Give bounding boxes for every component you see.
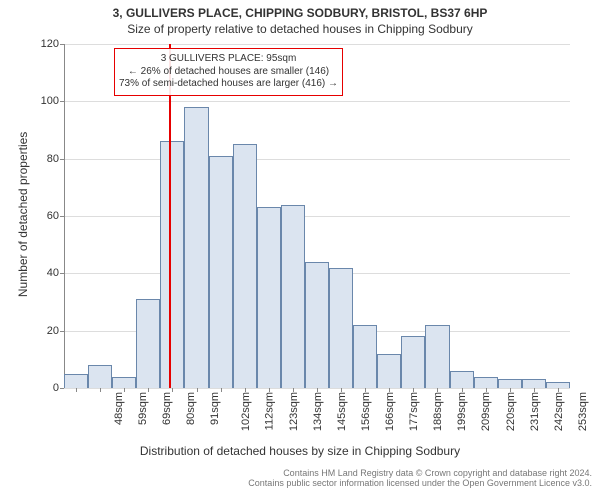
- x-tick-label: 156sqm: [360, 392, 372, 431]
- y-tick-label: 40: [47, 267, 64, 279]
- histogram-bar: [209, 156, 233, 388]
- annotation-line: ← 26% of detached houses are smaller (14…: [119, 66, 338, 79]
- x-tick-mark: [245, 388, 246, 392]
- x-tick-label: 145sqm: [336, 392, 348, 431]
- x-tick-mark: [197, 388, 198, 392]
- x-tick-label: 220sqm: [505, 392, 517, 431]
- histogram-bar: [522, 379, 546, 388]
- histogram-bar: [401, 336, 425, 388]
- x-tick-label: 177sqm: [408, 392, 420, 431]
- histogram-bar: [160, 141, 184, 388]
- x-tick-label: 253sqm: [577, 392, 589, 431]
- histogram-bar: [88, 365, 112, 388]
- y-tick-label: 80: [47, 153, 64, 165]
- x-tick-mark: [413, 388, 414, 392]
- x-tick-mark: [317, 388, 318, 392]
- x-tick-mark: [100, 388, 101, 392]
- y-axis-label: Number of detached properties: [16, 120, 30, 309]
- annotation-line: 73% of semi-detached houses are larger (…: [119, 78, 338, 91]
- histogram-bar: [281, 205, 305, 388]
- histogram-bar: [257, 207, 281, 388]
- x-tick-mark: [486, 388, 487, 392]
- x-tick-label: 59sqm: [137, 392, 149, 425]
- y-tick-label: 0: [53, 382, 64, 394]
- annotation-box: 3 GULLIVERS PLACE: 95sqm← 26% of detache…: [114, 48, 343, 96]
- x-tick-label: 48sqm: [113, 392, 125, 425]
- annotation-line: 3 GULLIVERS PLACE: 95sqm: [119, 53, 338, 66]
- y-tick-label: 60: [47, 210, 64, 222]
- x-tick-mark: [172, 388, 173, 392]
- x-tick-label: 102sqm: [240, 392, 252, 431]
- x-tick-label: 123sqm: [288, 392, 300, 431]
- histogram-bar: [184, 107, 208, 388]
- x-tick-label: 188sqm: [432, 392, 444, 431]
- property-marker-line: [169, 44, 171, 388]
- x-tick-mark: [293, 388, 294, 392]
- histogram-bar: [498, 379, 522, 388]
- attribution-footer: Contains HM Land Registry data © Crown c…: [248, 468, 592, 488]
- x-tick-mark: [148, 388, 149, 392]
- x-tick-label: 134sqm: [312, 392, 324, 431]
- histogram-bar: [136, 299, 160, 388]
- gridline: [64, 44, 570, 45]
- plot-area: 02040608010012048sqm59sqm69sqm80sqm91sqm…: [64, 44, 570, 388]
- histogram-bar: [353, 325, 377, 388]
- gridline: [64, 216, 570, 217]
- x-tick-label: 209sqm: [481, 392, 493, 431]
- x-tick-mark: [76, 388, 77, 392]
- histogram-bar: [64, 374, 88, 388]
- histogram-bar: [233, 144, 257, 388]
- histogram-bar: [425, 325, 449, 388]
- histogram-bar: [377, 354, 401, 388]
- histogram-bar: [474, 377, 498, 388]
- x-tick-mark: [365, 388, 366, 392]
- x-tick-mark: [510, 388, 511, 392]
- y-tick-label: 20: [47, 325, 64, 337]
- histogram-bar: [329, 268, 353, 388]
- page-title: 3, GULLIVERS PLACE, CHIPPING SODBURY, BR…: [0, 6, 600, 20]
- gridline: [64, 159, 570, 160]
- x-tick-mark: [269, 388, 270, 392]
- footer-line: Contains public sector information licen…: [248, 478, 592, 488]
- x-tick-mark: [124, 388, 125, 392]
- x-tick-mark: [389, 388, 390, 392]
- gridline: [64, 101, 570, 102]
- histogram-bar: [450, 371, 474, 388]
- x-tick-label: 242sqm: [553, 392, 565, 431]
- x-tick-mark: [558, 388, 559, 392]
- y-axis-line: [64, 44, 65, 388]
- x-tick-mark: [437, 388, 438, 392]
- y-tick-label: 120: [41, 38, 64, 50]
- x-tick-mark: [534, 388, 535, 392]
- x-tick-mark: [341, 388, 342, 392]
- y-tick-label: 100: [41, 95, 64, 107]
- footer-line: Contains HM Land Registry data © Crown c…: [248, 468, 592, 478]
- x-tick-mark: [462, 388, 463, 392]
- x-tick-label: 69sqm: [161, 392, 173, 425]
- histogram-bar: [112, 377, 136, 388]
- x-tick-label: 231sqm: [529, 392, 541, 431]
- x-tick-label: 80sqm: [185, 392, 197, 425]
- x-axis-label: Distribution of detached houses by size …: [0, 444, 600, 458]
- histogram-bar: [305, 262, 329, 388]
- x-tick-mark: [221, 388, 222, 392]
- x-tick-label: 166sqm: [384, 392, 396, 431]
- x-tick-label: 199sqm: [457, 392, 469, 431]
- x-tick-label: 91sqm: [209, 392, 221, 425]
- x-tick-label: 112sqm: [263, 392, 275, 430]
- page-subtitle: Size of property relative to detached ho…: [0, 22, 600, 36]
